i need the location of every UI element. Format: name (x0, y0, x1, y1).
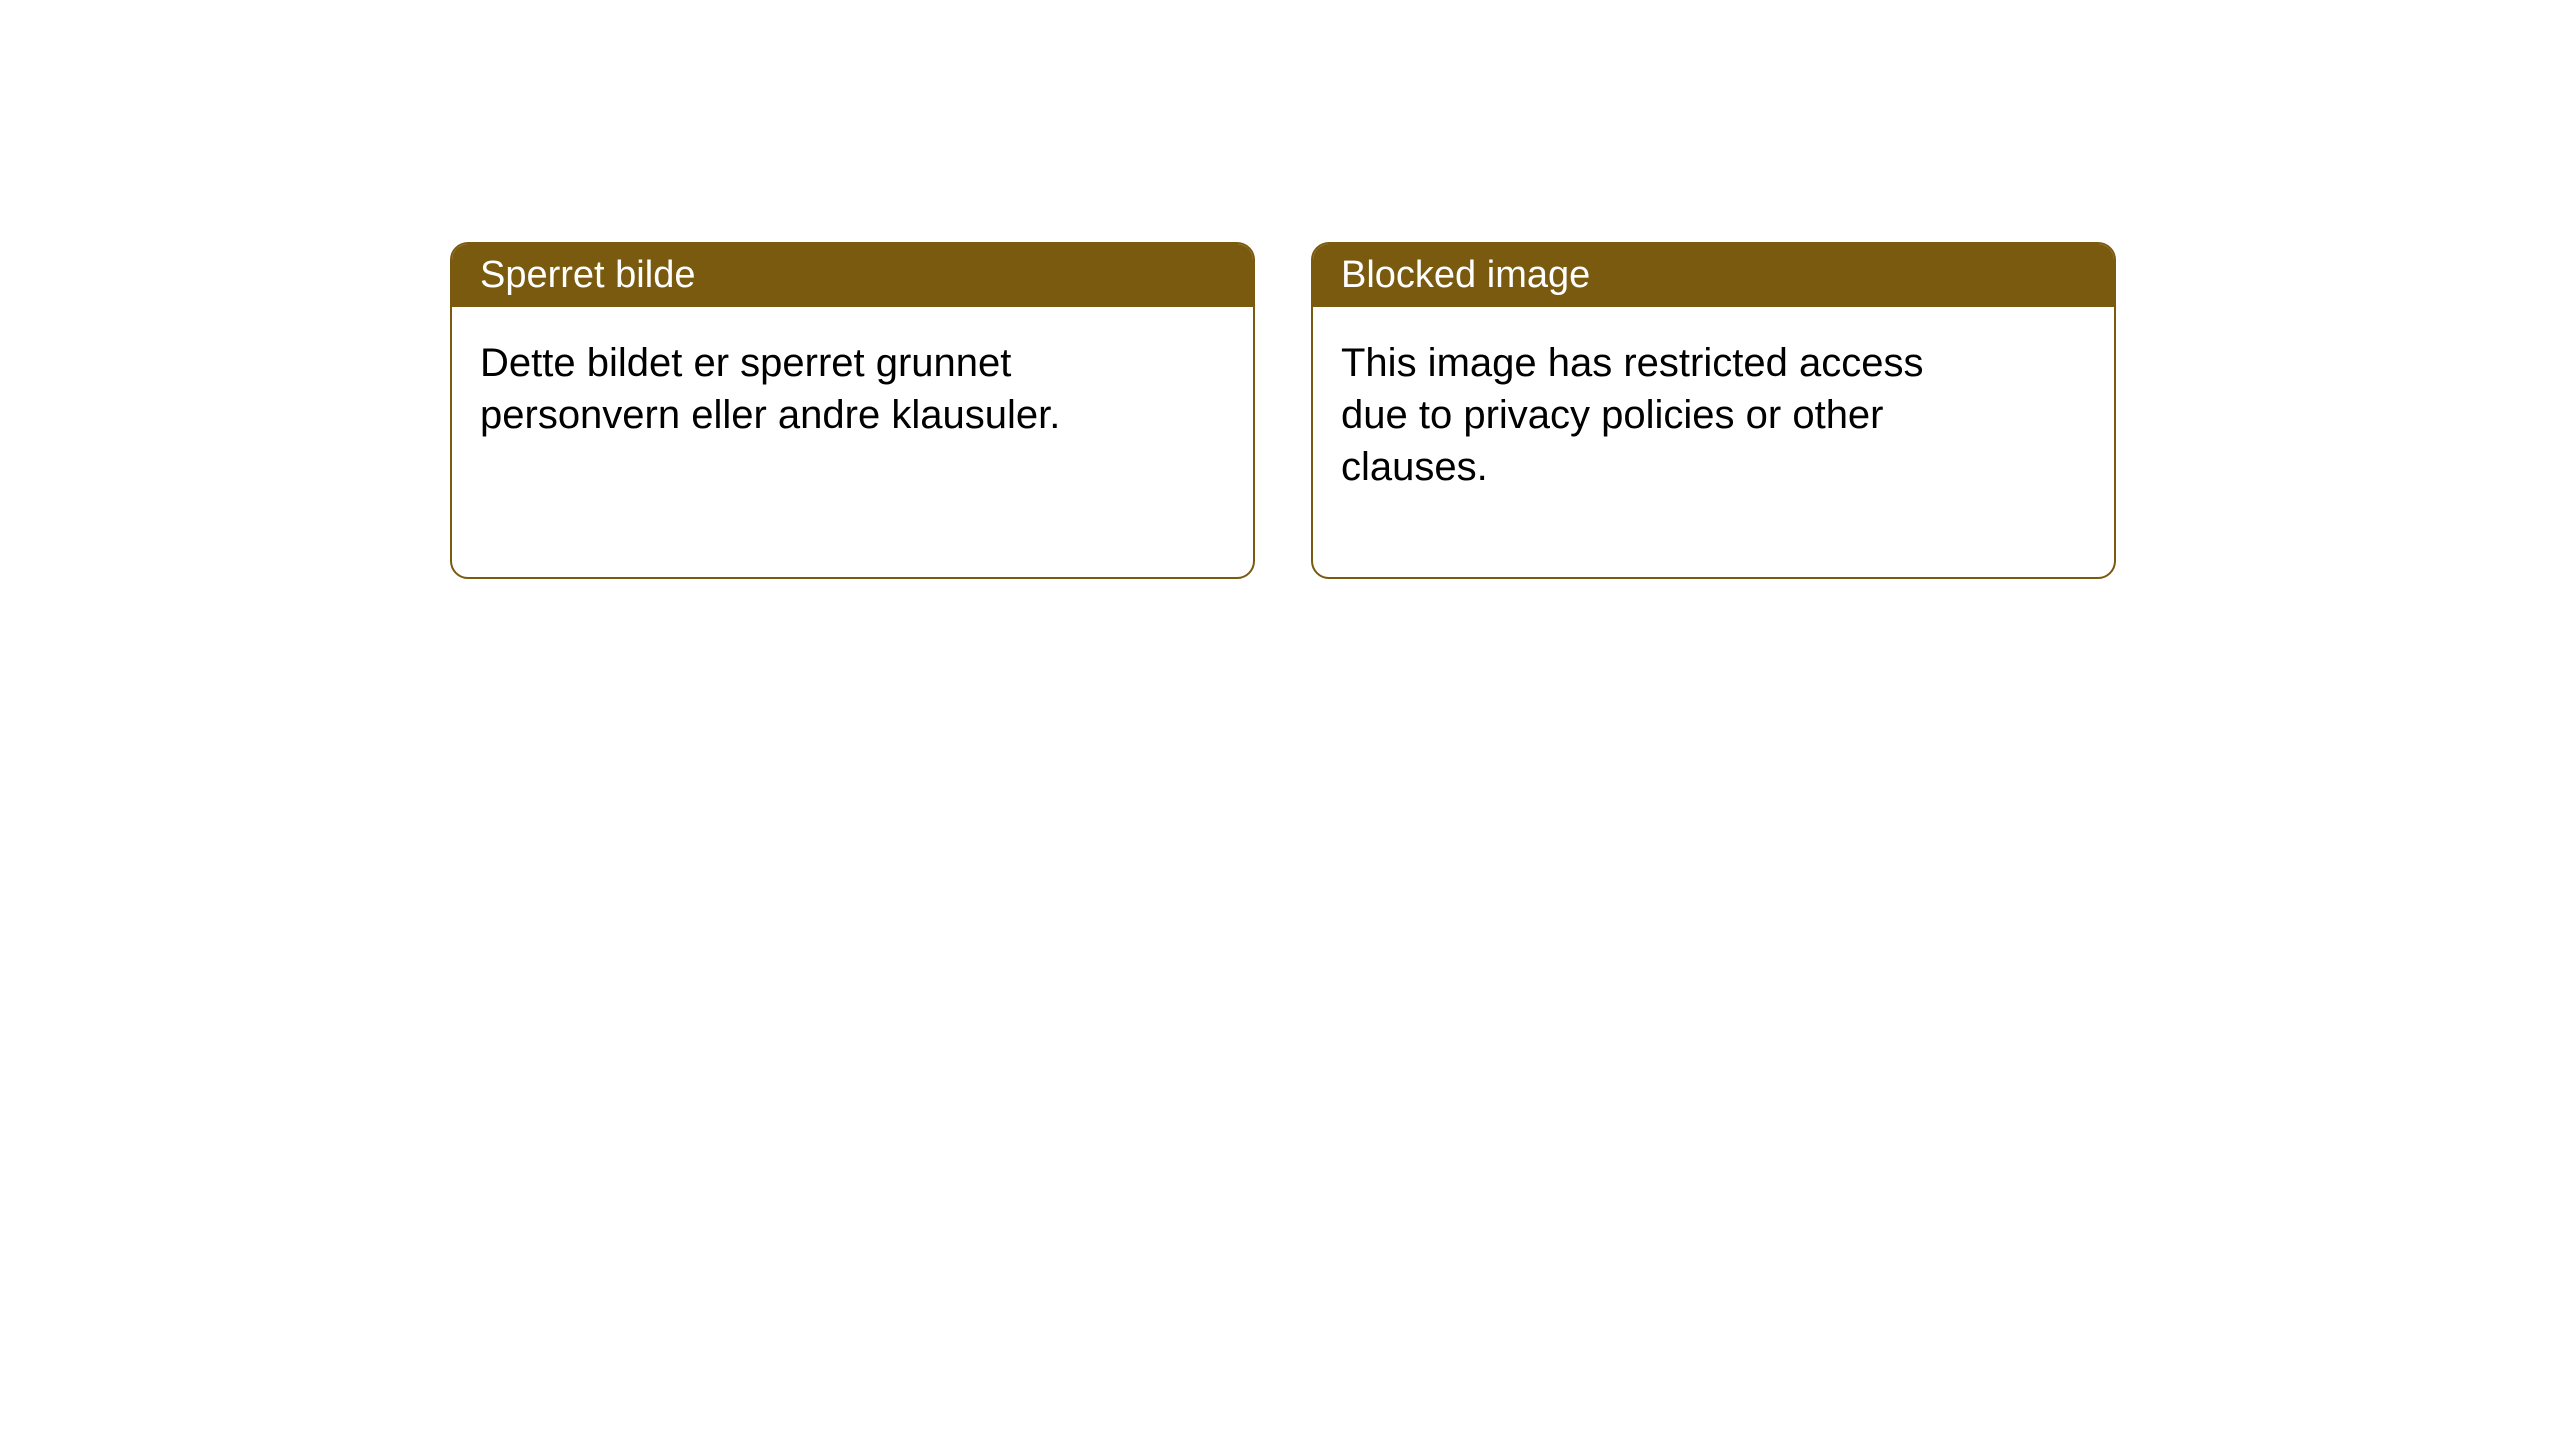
notice-title-norwegian: Sperret bilde (480, 254, 695, 296)
notice-box-norwegian: Sperret bilde Dette bildet er sperret gr… (450, 242, 1255, 579)
notice-message-norwegian: Dette bildet er sperret grunnet personve… (480, 341, 1060, 437)
notice-message-english: This image has restricted access due to … (1341, 341, 1923, 489)
notice-header-english: Blocked image (1313, 244, 2114, 307)
notice-title-english: Blocked image (1341, 254, 1590, 296)
notice-box-english: Blocked image This image has restricted … (1311, 242, 2116, 579)
notice-body-norwegian: Dette bildet er sperret grunnet personve… (452, 307, 1152, 471)
notices-container: Sperret bilde Dette bildet er sperret gr… (0, 0, 2560, 579)
notice-body-english: This image has restricted access due to … (1313, 307, 2013, 523)
notice-header-norwegian: Sperret bilde (452, 244, 1253, 307)
